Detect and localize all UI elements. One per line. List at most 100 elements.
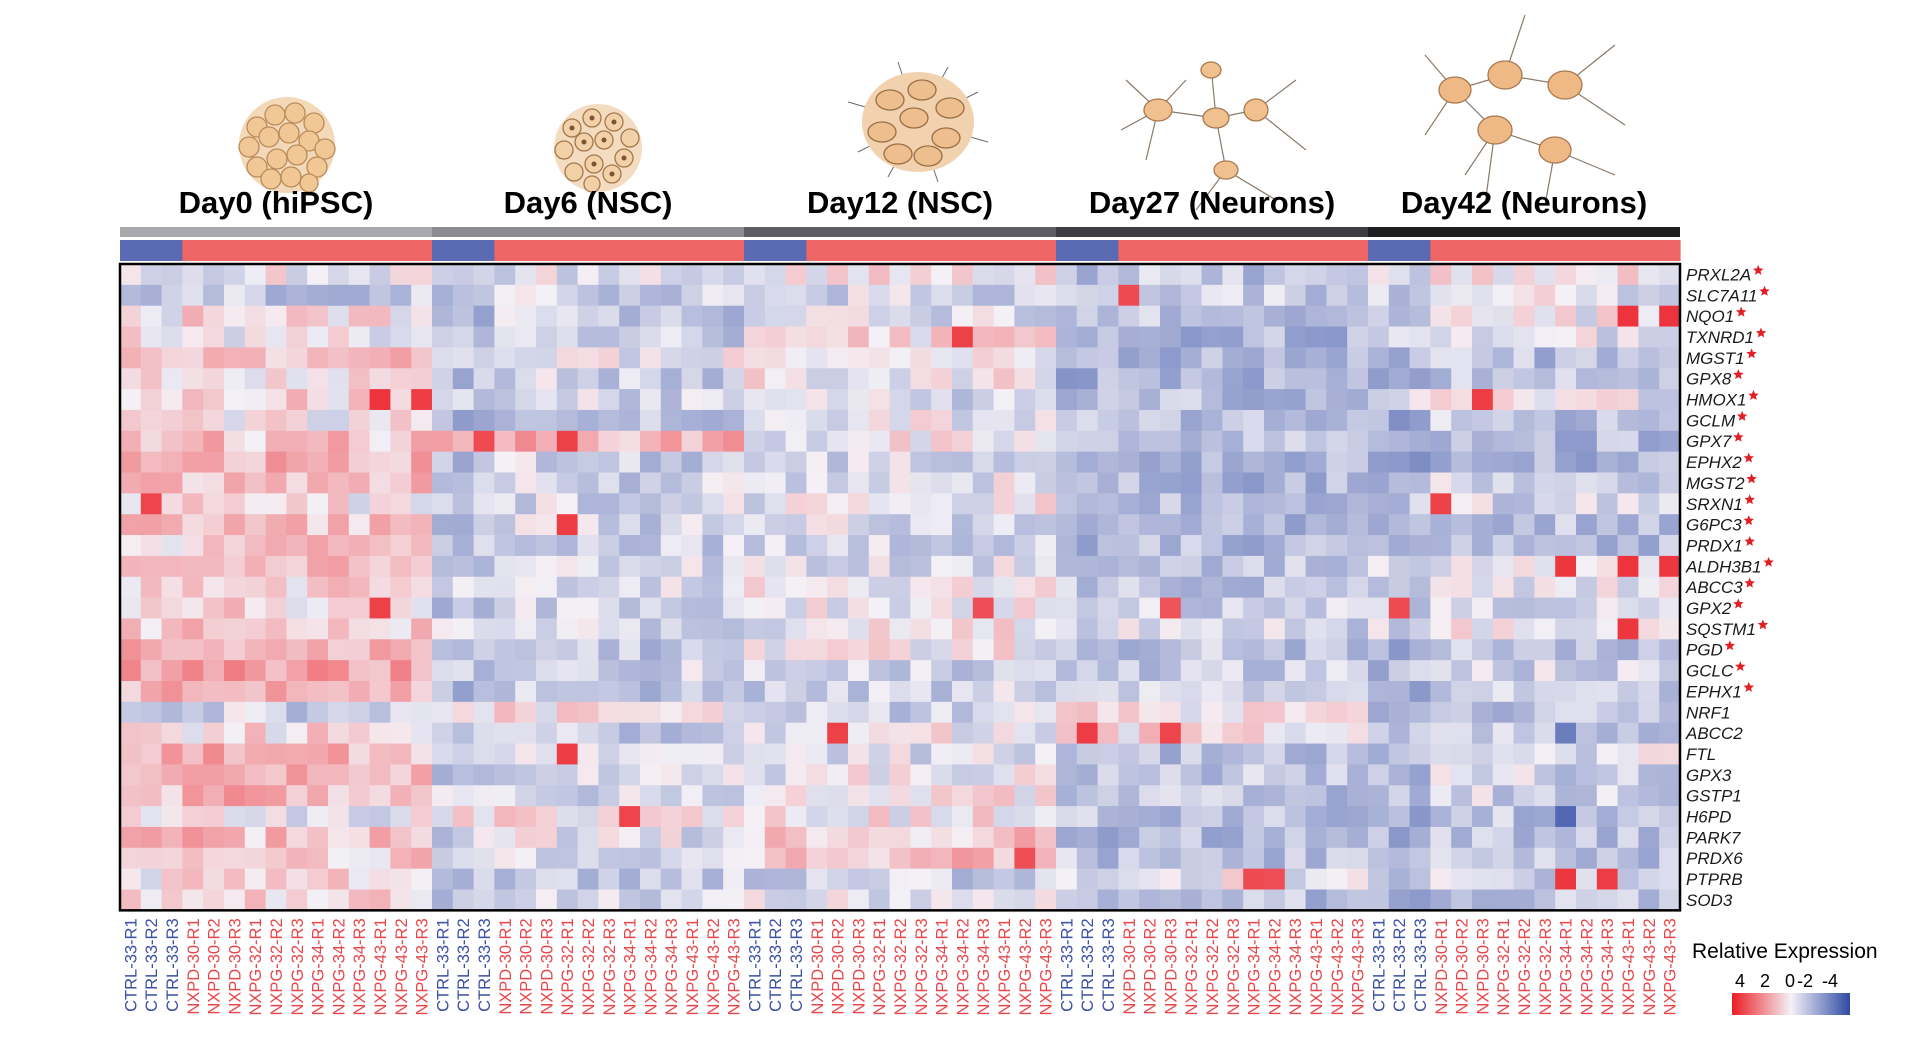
heatmap-cell (660, 660, 682, 682)
heatmap-cell (806, 597, 828, 619)
heatmap-cell (1596, 826, 1618, 849)
heatmap-cell (1472, 847, 1494, 870)
heatmap-cell (889, 681, 911, 703)
heatmap-cell (348, 639, 370, 661)
heatmap-cell (1160, 785, 1182, 807)
heatmap-cell (1430, 451, 1452, 473)
heatmap-cell (1222, 409, 1244, 432)
heatmap-cell (1617, 639, 1639, 661)
heatmap-cell (1409, 284, 1431, 307)
heatmap-cell (1409, 868, 1431, 890)
heatmap-cell (390, 368, 412, 390)
heatmap-cell (182, 409, 204, 432)
heatmap-cell (286, 347, 308, 369)
heatmap-cell (889, 347, 911, 369)
heatmap-cell (390, 347, 412, 369)
heatmap-cell (1014, 660, 1036, 682)
heatmap-cell (1284, 389, 1306, 411)
heatmap-cell (1596, 764, 1618, 786)
heatmap-cell (868, 368, 890, 390)
heatmap-cell (785, 847, 807, 870)
heatmap-cell (515, 576, 537, 598)
heatmap-cell (307, 514, 329, 536)
heatmap-cell (723, 451, 745, 473)
heatmap-cell (203, 639, 225, 661)
heatmap-cell (1492, 264, 1514, 286)
heatmap-cell (640, 722, 662, 744)
heatmap-cell (369, 681, 391, 703)
heatmap-cell (1326, 826, 1348, 849)
heatmap-cell (1638, 326, 1660, 348)
heatmap-cell (120, 576, 142, 598)
heatmap-cell (1451, 493, 1473, 515)
condition-bar-cell (640, 240, 662, 261)
heatmap-cell (120, 681, 142, 703)
heatmap-cell (161, 389, 183, 411)
heatmap-cell (1513, 764, 1535, 786)
heatmap-cell (640, 472, 662, 494)
heatmap-cell (1617, 743, 1639, 765)
heatmap-cell (1388, 347, 1410, 369)
heatmap-cell (806, 472, 828, 494)
heatmap-cell (848, 535, 870, 557)
column-label: NXPG-43-R2 (1329, 918, 1347, 1015)
heatmap-cell (224, 472, 246, 494)
heatmap-cell (265, 660, 287, 682)
heatmap-cell (1555, 722, 1577, 744)
heatmap-cell (1638, 535, 1660, 557)
heatmap-cell (660, 389, 682, 411)
heatmap-cell (120, 305, 142, 327)
heatmap-cell (764, 681, 786, 703)
heatmap-cell (1388, 597, 1410, 619)
heatmap-cell (1139, 430, 1161, 453)
heatmap-cell (1492, 681, 1514, 703)
heatmap-cell (473, 409, 495, 432)
column-label: NXPG-43-R1 (1620, 918, 1638, 1015)
heatmap-cell (328, 681, 350, 703)
heatmap-cell (1076, 368, 1098, 390)
heatmap-cell (1014, 535, 1036, 557)
heatmap-cell (432, 764, 454, 786)
heatmap-cell (1180, 618, 1202, 640)
heatmap-cell (1368, 618, 1390, 640)
heatmap-cell (1243, 764, 1265, 786)
heatmap-cell (1118, 389, 1140, 411)
heatmap-cell (1326, 451, 1348, 473)
heatmap-cell (827, 264, 849, 286)
heatmap-cell (577, 409, 599, 432)
heatmap-cell (1492, 785, 1514, 807)
heatmap-cell (1388, 514, 1410, 536)
heatmap-cell (182, 701, 204, 724)
heatmap-cell (494, 326, 516, 348)
heatmap-cell (432, 409, 454, 432)
heatmap-cell (1035, 764, 1057, 786)
heatmap-cell (702, 576, 724, 598)
significance-star-icon (1735, 661, 1746, 672)
heatmap-cell (1617, 764, 1639, 786)
heatmap-cell (1180, 305, 1202, 327)
heatmap-cell (1264, 264, 1286, 286)
heatmap-cell (1118, 639, 1140, 661)
heatmap-cell (952, 722, 974, 744)
heatmap-cell (1451, 660, 1473, 682)
heatmap-cell (1118, 743, 1140, 765)
heatmap-cell (224, 409, 246, 432)
heatmap-cell (244, 764, 266, 786)
heatmap-cell (931, 535, 953, 557)
column-label: NXPG-34-R3 (1287, 918, 1305, 1015)
heatmap-cell (1451, 847, 1473, 870)
heatmap-cell (868, 806, 890, 828)
heatmap-cell (785, 305, 807, 327)
heatmap-cell (1409, 826, 1431, 849)
heatmap-cell (452, 451, 474, 473)
heatmap-cell (993, 597, 1015, 619)
heatmap-cell (785, 868, 807, 890)
heatmap-cell (598, 472, 620, 494)
heatmap-cell (182, 660, 204, 682)
heatmap-cell (224, 701, 246, 724)
heatmap-cell (515, 764, 537, 786)
heatmap-cell (1014, 639, 1036, 661)
heatmap-cell (1638, 826, 1660, 849)
heatmap-cell (328, 409, 350, 432)
heatmap-cell (1513, 681, 1535, 703)
